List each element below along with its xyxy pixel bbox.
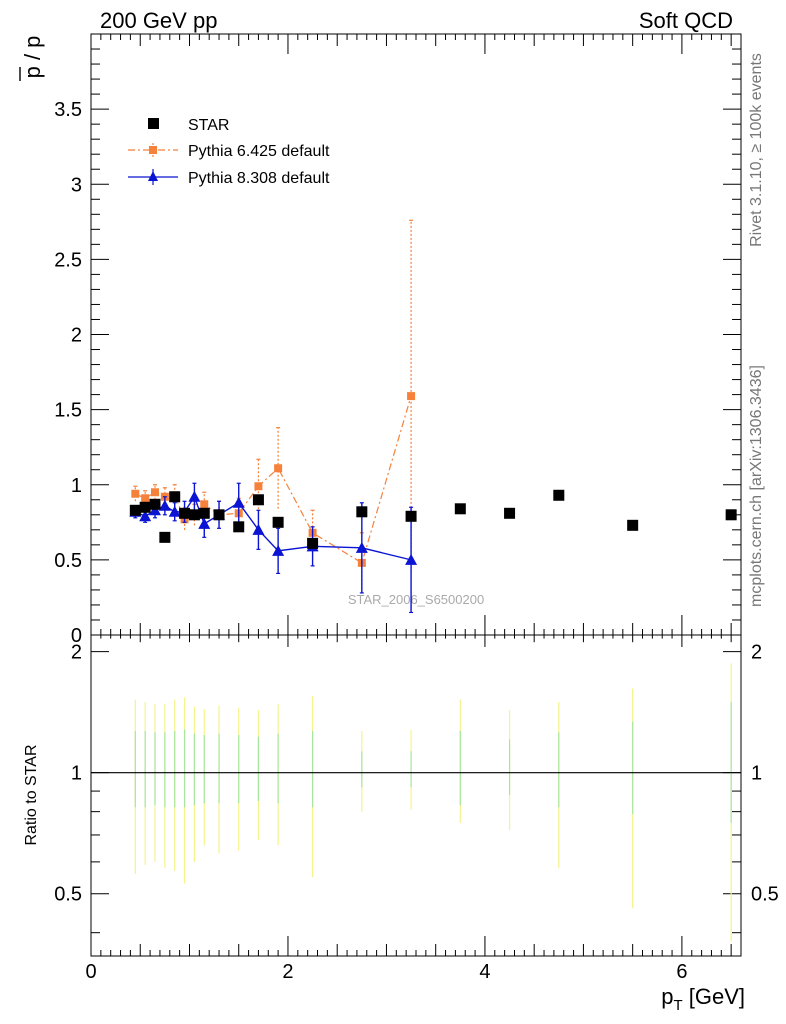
- star-point: [188, 509, 200, 521]
- legend-pythia6-label: Pythia 6.425 default: [188, 143, 330, 160]
- ratio-tick-label-right: 1: [751, 763, 762, 785]
- y-label-numerator: p: [20, 66, 45, 78]
- x-label-main: p: [661, 984, 673, 1009]
- legend: STAR Pythia 6.425 default Pythia 8.308 d…: [128, 117, 330, 187]
- star-point: [139, 501, 151, 513]
- top-panel-data: [129, 219, 737, 614]
- pythia6-point: [274, 464, 283, 473]
- pythia6-point: [131, 489, 140, 498]
- star-point: [307, 537, 319, 549]
- pythia8-point: [158, 499, 171, 511]
- bottom-panel-ticks: 0 2 4 6 0.5 0.5 1 1 2 2: [54, 635, 779, 983]
- star-point: [454, 503, 466, 515]
- ratio-tick-label-left: 0.5: [54, 884, 82, 906]
- rivet-version-label: Rivet 3.1.10, ≥ 100k events: [748, 53, 765, 247]
- y-tick-label: 3: [71, 174, 82, 196]
- svg-text:p / p: p / p: [20, 36, 45, 79]
- y-tick-label: 0: [71, 625, 82, 647]
- legend-star-marker: [148, 118, 159, 129]
- star-point: [169, 491, 181, 503]
- mcplots-label: mcplots.cern.ch [arXiv:1306.3436]: [748, 365, 765, 607]
- ratio-tick-label-right: 0.5: [751, 884, 779, 906]
- header-left: 200 GeV pp: [100, 8, 217, 33]
- pythia8-point: [168, 505, 181, 517]
- ratio-tick-label-right: 2: [751, 642, 762, 664]
- star-point: [725, 509, 737, 521]
- x-axis-label: pT [GeV]: [661, 984, 745, 1014]
- y-tick-label: 0.5: [54, 550, 82, 572]
- y-tick-label: 1: [71, 475, 82, 497]
- pythia8-point: [188, 490, 201, 502]
- star-point: [233, 521, 245, 533]
- x-tick-label: 4: [479, 961, 490, 983]
- star-point: [405, 510, 417, 522]
- pythia6-point: [141, 494, 150, 503]
- star-point: [149, 498, 161, 510]
- pythia8-point: [355, 541, 368, 553]
- y-axis-label-top: p / p: [20, 36, 45, 79]
- star-point: [213, 509, 225, 521]
- svg-text:pT [GeV]: pT [GeV]: [661, 984, 745, 1014]
- pythia8-point: [198, 517, 211, 529]
- header-right: Soft QCD: [639, 8, 733, 33]
- y-tick-label: 2.5: [54, 249, 82, 271]
- star-point: [553, 489, 565, 501]
- pythia8-point: [405, 553, 418, 565]
- y-tick-label: 1.5: [54, 400, 82, 422]
- legend-pythia6-marker: [149, 146, 157, 154]
- star-point: [179, 507, 191, 519]
- pythia6-point: [200, 500, 209, 509]
- legend-pythia8-label: Pythia 8.308 default: [188, 170, 330, 187]
- bottom-panel-data: [91, 663, 741, 942]
- star-point: [159, 531, 171, 543]
- y-tick-label: 2: [71, 325, 82, 347]
- x-tick-label: 6: [676, 961, 687, 983]
- pythia8-line: [135, 495, 412, 561]
- pythia8-point: [149, 504, 162, 516]
- ratio-tick-label-left: 2: [71, 642, 82, 664]
- pythia8-point: [252, 523, 265, 535]
- pythia8-point: [232, 496, 245, 508]
- y-axis-label-bottom: Ratio to STAR: [23, 744, 40, 845]
- x-tick-label: 2: [282, 961, 293, 983]
- pythia6-point: [254, 482, 263, 491]
- y-tick-label: 3.5: [54, 99, 82, 121]
- star-point: [252, 494, 264, 506]
- pythia6-line: [135, 395, 412, 564]
- x-label-unit: [GeV]: [689, 984, 745, 1009]
- pythia8-point: [139, 510, 152, 522]
- ratio-tick-label-left: 1: [71, 763, 82, 785]
- bottom-panel-frame: [90, 634, 742, 957]
- pythia8-point: [272, 544, 285, 556]
- star-point: [504, 507, 516, 519]
- y-label-denominator: p: [20, 36, 45, 48]
- x-tick-label: 0: [85, 961, 96, 983]
- top-panel-ticks: 0 0.5 1 1.5 2 2.5 3 3.5: [54, 34, 741, 647]
- pythia6-point: [407, 392, 416, 401]
- legend-pythia8-marker: [148, 171, 158, 181]
- star-point: [198, 507, 210, 519]
- legend-star-label: STAR: [188, 117, 229, 134]
- star-point: [356, 506, 368, 518]
- star-point: [627, 519, 639, 531]
- x-label-subscript: T: [673, 997, 682, 1014]
- star-point: [272, 516, 284, 528]
- star-point: [129, 504, 141, 516]
- analysis-watermark: STAR_2006_S6500200: [348, 592, 484, 607]
- pythia6-point: [151, 488, 160, 497]
